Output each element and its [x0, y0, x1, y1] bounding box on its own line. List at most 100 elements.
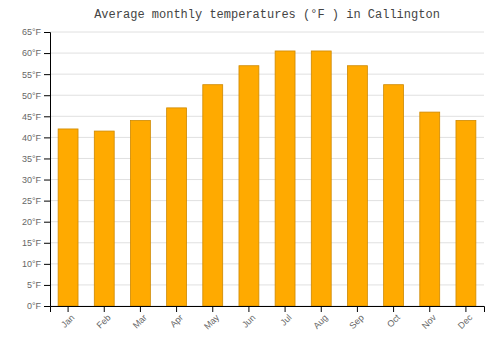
bar [275, 51, 295, 306]
x-tick-mark [465, 306, 466, 312]
x-tick: May [202, 306, 221, 332]
bar [311, 51, 331, 306]
x-tick: Nov [420, 306, 439, 331]
y-tick-label: 55°F [22, 70, 42, 80]
x-tick-label: Apr [168, 312, 185, 329]
y-tick-label: 15°F [22, 238, 42, 248]
y-tick-mark [44, 201, 50, 202]
x-tick-label: Nov [420, 312, 439, 331]
y-tick-label: 10°F [22, 259, 42, 269]
y-tick-mark [44, 32, 50, 33]
bar [239, 66, 259, 306]
x-axis-line [51, 307, 485, 313]
grid-line [50, 263, 484, 264]
x-tick-mark [140, 306, 141, 312]
plot: 0°F 5°F 10°F 15°F 20°F 25°F 30°F 35°F 40°F 45°F 50… [22, 27, 485, 331]
y-tick-label: 35°F [22, 154, 42, 164]
grid-line [50, 74, 484, 75]
y-tick: 0°F [27, 301, 50, 311]
bar [384, 85, 404, 306]
bar [130, 121, 150, 306]
y-tick-label: 5°F [27, 280, 42, 290]
bar [347, 66, 367, 306]
y-tick-label: 25°F [22, 196, 42, 206]
y-tick: 30°F [22, 175, 50, 185]
y-tick-mark [44, 222, 50, 223]
x-tick-label: Jan [59, 312, 76, 329]
y-tick-mark [44, 264, 50, 265]
x-tick: Aug [311, 306, 329, 331]
x-tick-label: Jul [278, 312, 293, 327]
grid-line [50, 116, 484, 117]
y-tick-mark [44, 306, 50, 307]
chart: 0°F 5°F 10°F 15°F 20°F 25°F 30°F 35°F 40°F 45°F 50… [0, 0, 500, 350]
x-tick-label: Feb [95, 312, 113, 330]
y-tick: 45°F [22, 112, 50, 122]
x-tick-mark [321, 306, 322, 312]
y-tick-mark [44, 243, 50, 244]
x-tick: Oct [385, 306, 402, 329]
x-tick-mark [393, 306, 394, 312]
y-tick-label: 30°F [22, 175, 42, 185]
grid-line [50, 32, 484, 33]
bar [58, 129, 78, 306]
y-tick-mark [44, 95, 50, 96]
x-tick-label: May [202, 312, 221, 331]
y-tick: 25°F [22, 196, 50, 206]
grid-line [50, 53, 484, 54]
grid [50, 32, 484, 306]
y-tick-label: 65°F [22, 27, 42, 37]
x-tick-mark [429, 306, 430, 312]
y-tick-label: 45°F [22, 112, 42, 122]
x-tick: Dec [456, 306, 475, 331]
y-tick-mark [44, 74, 50, 75]
x-tick-mark [285, 306, 286, 312]
x-tick-label: Aug [311, 312, 329, 330]
y-axis: 0°F 5°F 10°F 15°F 20°F 25°F 30°F 35°F 40°F 45°F 50… [22, 27, 51, 311]
x-tick: Apr [168, 306, 185, 329]
bars [58, 51, 476, 306]
bar [420, 112, 440, 306]
y-axis-line [44, 33, 51, 307]
grid-line [50, 179, 484, 180]
x-tick-mark [212, 306, 213, 312]
x-tick-mark [68, 306, 69, 312]
x-tick-mark [357, 306, 358, 312]
y-tick: 15°F [22, 238, 50, 248]
x-tick-label: Mar [131, 312, 149, 330]
y-tick: 60°F [22, 48, 50, 58]
y-tick: 10°F [22, 259, 50, 269]
x-tick: Jul [278, 306, 293, 328]
grid-line [50, 200, 484, 201]
x-tick-label: Sep [347, 312, 365, 330]
x-tick-mark [248, 306, 249, 312]
x-tick-label: Jun [240, 312, 257, 329]
y-tick-label: 0°F [27, 301, 42, 311]
y-tick: 20°F [22, 217, 50, 227]
y-tick-label: 50°F [22, 91, 42, 101]
grid-line [50, 242, 484, 243]
grid-line [50, 137, 484, 138]
x-tick-mark [104, 306, 105, 312]
y-tick: 55°F [22, 70, 50, 80]
y-tick-mark [44, 137, 50, 138]
x-tick: Sep [347, 306, 365, 331]
bar [94, 131, 114, 306]
y-tick-mark [44, 158, 50, 159]
x-tick-label: Dec [456, 312, 475, 331]
grid-line [50, 158, 484, 159]
y-tick: 35°F [22, 154, 50, 164]
y-tick-mark [44, 53, 50, 54]
y-tick: 5°F [27, 280, 50, 290]
y-tick: 50°F [22, 91, 50, 101]
x-tick-label: Oct [385, 312, 402, 329]
y-tick-label: 40°F [22, 133, 42, 143]
y-tick: 65°F [22, 27, 50, 37]
y-tick-mark [44, 285, 50, 286]
y-tick-label: 20°F [22, 217, 42, 227]
x-tick: Jan [59, 306, 76, 330]
grid-line [50, 284, 484, 285]
x-tick: Mar [131, 306, 149, 330]
y-tick-mark [44, 116, 50, 117]
y-tick-label: 60°F [22, 48, 42, 58]
